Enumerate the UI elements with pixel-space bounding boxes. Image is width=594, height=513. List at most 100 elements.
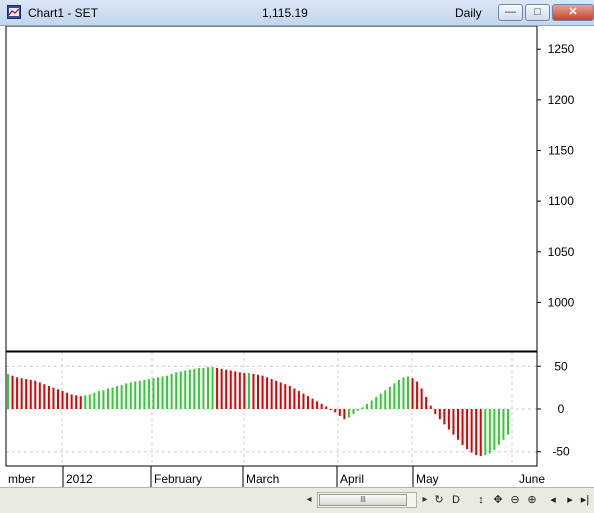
oscillator-bar	[366, 403, 369, 409]
scroll-end-icon[interactable]: ▸|	[580, 494, 590, 506]
oscillator-bar	[447, 409, 450, 430]
oscillator-bar	[452, 409, 455, 435]
zoom-in-icon[interactable]: ⊕	[527, 494, 537, 506]
oscillator-bar	[320, 403, 323, 409]
x-axis-label: March	[246, 472, 279, 486]
oscillator-bar	[70, 394, 73, 409]
oscillator-bars	[7, 367, 509, 457]
scroll-right-icon[interactable]: ▸	[567, 494, 573, 506]
refresh-icon[interactable]: ↻	[434, 494, 444, 506]
oscillator-bar	[329, 409, 332, 410]
oscillator-bar	[234, 371, 237, 409]
oscillator-bar	[357, 409, 359, 411]
oscillator-bar	[252, 373, 255, 409]
oscillator-bar	[179, 371, 182, 409]
oscillator-bar	[134, 381, 137, 409]
scroll-left-arrow[interactable]: ◂	[306, 494, 312, 505]
oscillator-bar	[193, 368, 196, 409]
oscillator-bar	[479, 409, 482, 457]
draw-icon[interactable]: D	[452, 494, 460, 506]
oscillator-bar	[207, 367, 209, 409]
oscillator-tick-label: 0	[558, 402, 565, 416]
oscillator-bar	[184, 370, 187, 409]
x-axis-label: mber	[8, 472, 35, 486]
x-axis: mber 2012 February March April May June	[8, 466, 545, 488]
maximize-button[interactable]: □	[525, 4, 550, 21]
oscillator-bar	[170, 373, 173, 409]
move-icon[interactable]: ✥	[493, 494, 503, 506]
oscillator-bar	[211, 367, 214, 409]
oscillator-bar	[497, 409, 500, 445]
oscillator-bar	[25, 379, 28, 409]
oscillator-bar	[475, 409, 478, 456]
oscillator-bar	[311, 398, 314, 409]
oscillator-bar	[461, 409, 464, 445]
x-axis-label: 2012	[66, 472, 93, 486]
period-label[interactable]: Daily	[455, 6, 482, 20]
oscillator-bar	[161, 376, 164, 409]
oscillator-bar	[247, 373, 250, 409]
scroll-thumb[interactable]: lll	[319, 494, 407, 506]
oscillator-bar	[93, 392, 96, 409]
price-tick-label: 1150	[548, 143, 574, 157]
oscillator-bar	[402, 377, 405, 409]
price-tick-label: 1000	[548, 295, 575, 309]
oscillator-bar	[407, 376, 409, 409]
chart-window-icon	[7, 5, 21, 19]
oscillator-bar	[466, 409, 469, 450]
oscillator-bar	[502, 409, 505, 440]
oscillator-bar	[79, 396, 82, 409]
oscillator-bar	[397, 379, 400, 409]
axes: 1000 1050 1100 1150 1200 1250 50 0 -50	[5, 26, 575, 467]
oscillator-bar	[411, 378, 414, 409]
oscillator-bar	[434, 409, 437, 415]
oscillator-bar	[66, 392, 69, 409]
oscillator-bar	[316, 401, 319, 409]
price-tick-label: 1050	[548, 245, 575, 259]
oscillator-bar	[147, 379, 150, 409]
minimize-button[interactable]: —	[498, 4, 523, 21]
oscillator-bar	[102, 390, 105, 409]
bottom-toolbar: ◂ lll ▸ ↻ D ↕ ✥ ⊖ ⊕ ◂ ▸ ▸|	[0, 487, 594, 513]
oscillator-bar	[11, 375, 14, 409]
oscillator-bar	[488, 409, 491, 454]
oscillator-bar	[175, 372, 178, 409]
scroll-right-arrow[interactable]: ▸	[422, 494, 428, 505]
oscillator-bar	[493, 409, 496, 451]
oscillator-bar	[229, 370, 232, 409]
scroll-left-icon[interactable]: ◂	[550, 494, 556, 506]
oscillator-bar	[393, 383, 396, 409]
oscillator-bar	[238, 372, 241, 409]
oscillator-bar	[279, 382, 282, 409]
oscillator-bar	[361, 407, 364, 409]
price-tick-label: 1100	[548, 194, 574, 208]
close-button[interactable]: ✕	[552, 4, 594, 21]
oscillator-bar	[257, 374, 259, 409]
oscillator-bar	[484, 409, 487, 456]
oscillator-bar	[275, 380, 278, 409]
price-tick-label: 1250	[548, 42, 575, 56]
pointer-icon[interactable]: ↕	[478, 494, 484, 506]
oscillator-bar	[43, 384, 46, 409]
oscillator-bar	[347, 409, 350, 418]
last-price: 1,115.19	[262, 6, 308, 20]
x-axis-label: April	[340, 472, 364, 486]
oscillator-bar	[443, 409, 446, 425]
zoom-out-icon[interactable]: ⊖	[510, 494, 520, 506]
oscillator-bar	[420, 388, 423, 409]
x-axis-label: June	[519, 472, 545, 486]
oscillator-bar	[293, 388, 296, 409]
oscillator-bar	[384, 390, 387, 409]
oscillator-bar	[375, 397, 378, 409]
oscillator-bar	[61, 391, 64, 409]
chart-area[interactable]: 1000 1050 1100 1150 1200 1250 50 0 -50 mber 2012 F…	[0, 26, 594, 490]
oscillator-bar	[307, 396, 309, 409]
oscillator-bar	[97, 391, 100, 409]
oscillator-bar	[38, 382, 41, 409]
oscillator-bar	[438, 409, 441, 420]
horizontal-scrollbar[interactable]: lll	[317, 492, 417, 508]
oscillator-bar	[7, 373, 9, 409]
oscillator-bar	[416, 381, 419, 409]
title-bar: Chart1 - SET 1,115.19 Daily — □ ✕	[0, 0, 594, 26]
oscillator-bar	[84, 395, 87, 409]
